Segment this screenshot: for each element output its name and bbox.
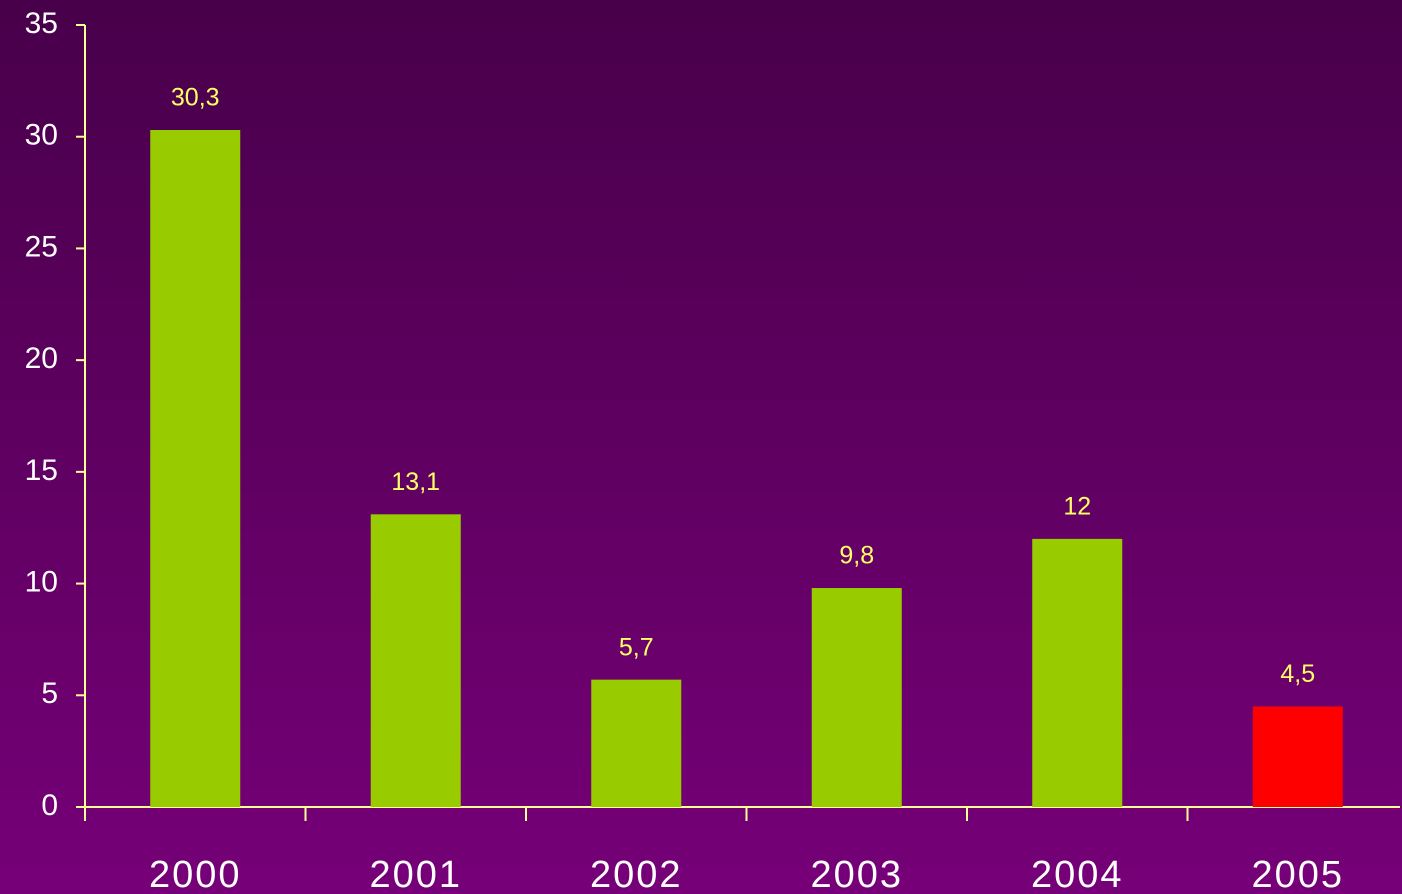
bar [1032,538,1123,807]
bar [1252,706,1343,807]
bar [150,130,241,808]
value-label: 30,3 [171,84,220,112]
x-tick-label: 2005 [1251,854,1344,894]
y-tick-label: 15 [25,454,58,487]
value-label: 4,5 [1280,660,1315,688]
value-label: 9,8 [839,542,874,570]
x-tick-label: 2000 [149,854,242,894]
x-tick-label: 2004 [1031,854,1124,894]
y-tick-label: 35 [25,7,58,40]
bar [370,514,461,807]
x-tick-label: 2002 [590,854,683,894]
bar [811,588,902,807]
x-tick-label: 2003 [810,854,903,894]
value-label: 13,1 [391,468,440,496]
y-tick-label: 10 [25,565,58,598]
value-label: 5,7 [619,633,654,661]
y-tick-label: 25 [25,230,58,263]
value-label: 12 [1063,492,1091,520]
y-tick-label: 30 [25,119,58,152]
y-tick-label: 20 [25,342,58,375]
y-tick-label: 0 [41,789,58,822]
bar [591,679,682,807]
x-tick-label: 2001 [369,854,462,894]
y-tick-label: 5 [41,677,58,710]
